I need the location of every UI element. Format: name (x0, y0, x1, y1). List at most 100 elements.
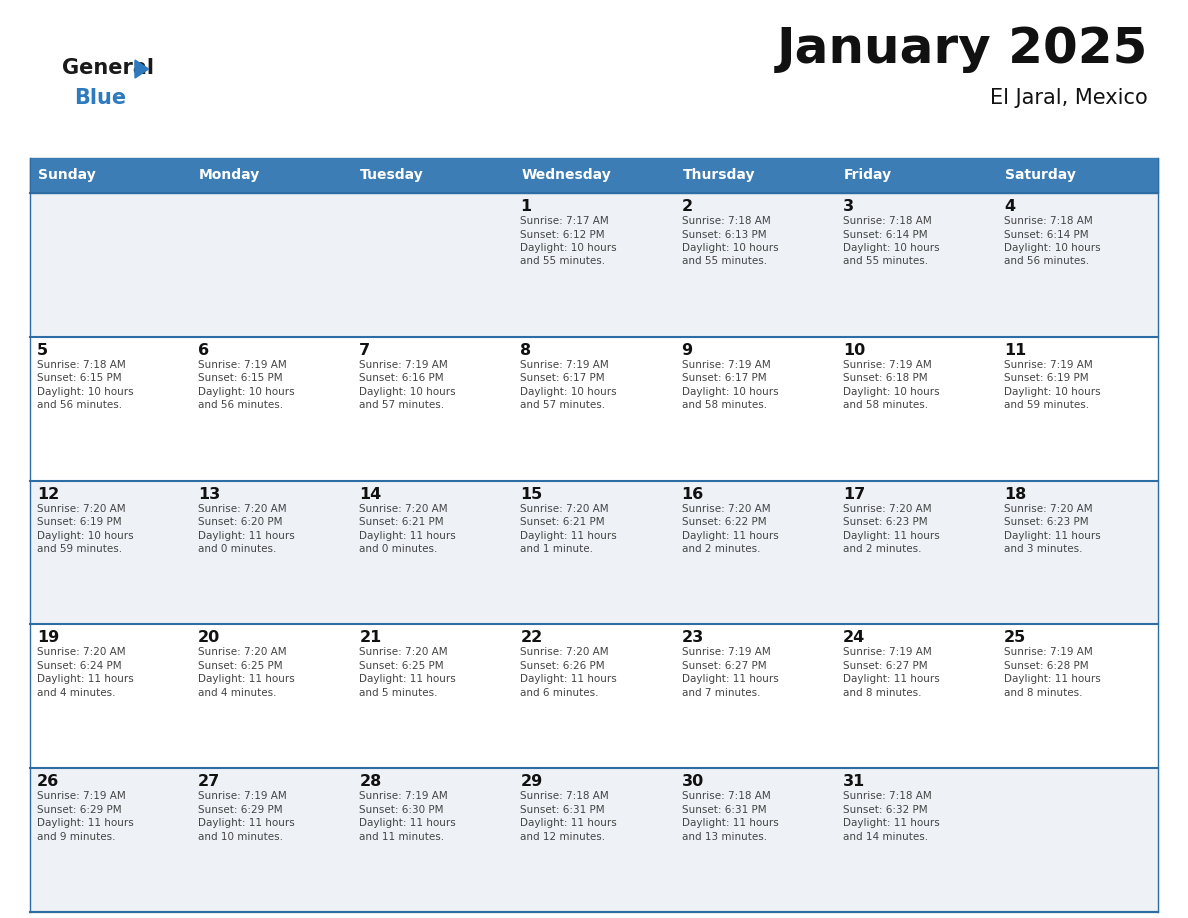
Text: and 55 minutes.: and 55 minutes. (520, 256, 606, 266)
Text: Sunset: 6:15 PM: Sunset: 6:15 PM (198, 374, 283, 384)
Text: Sunrise: 7:20 AM: Sunrise: 7:20 AM (520, 504, 609, 513)
Text: and 4 minutes.: and 4 minutes. (37, 688, 115, 698)
Text: Daylight: 11 hours: Daylight: 11 hours (520, 531, 618, 541)
Text: Sunset: 6:31 PM: Sunset: 6:31 PM (682, 805, 766, 814)
Text: and 3 minutes.: and 3 minutes. (1004, 544, 1082, 554)
Text: Daylight: 10 hours: Daylight: 10 hours (1004, 386, 1100, 397)
Text: Daylight: 11 hours: Daylight: 11 hours (359, 818, 456, 828)
Text: Sunday: Sunday (38, 169, 96, 183)
Text: Daylight: 11 hours: Daylight: 11 hours (682, 675, 778, 685)
Text: Sunset: 6:12 PM: Sunset: 6:12 PM (520, 230, 605, 240)
Text: Sunset: 6:25 PM: Sunset: 6:25 PM (198, 661, 283, 671)
Text: Sunrise: 7:19 AM: Sunrise: 7:19 AM (198, 791, 286, 801)
Text: Sunset: 6:19 PM: Sunset: 6:19 PM (37, 517, 121, 527)
Text: Daylight: 11 hours: Daylight: 11 hours (1004, 675, 1100, 685)
Text: Sunrise: 7:19 AM: Sunrise: 7:19 AM (198, 360, 286, 370)
Polygon shape (135, 60, 148, 78)
Text: Sunset: 6:23 PM: Sunset: 6:23 PM (1004, 517, 1088, 527)
Text: 2: 2 (682, 199, 693, 214)
Text: 19: 19 (37, 631, 59, 645)
Text: Sunrise: 7:19 AM: Sunrise: 7:19 AM (359, 360, 448, 370)
Text: General: General (62, 58, 154, 78)
Text: 4: 4 (1004, 199, 1015, 214)
Text: 12: 12 (37, 487, 59, 501)
Text: and 55 minutes.: and 55 minutes. (682, 256, 766, 266)
Text: Sunrise: 7:19 AM: Sunrise: 7:19 AM (359, 791, 448, 801)
Text: Daylight: 10 hours: Daylight: 10 hours (682, 386, 778, 397)
Text: and 56 minutes.: and 56 minutes. (198, 400, 283, 410)
Text: Sunset: 6:27 PM: Sunset: 6:27 PM (842, 661, 928, 671)
Text: 23: 23 (682, 631, 703, 645)
Text: Sunset: 6:20 PM: Sunset: 6:20 PM (198, 517, 283, 527)
Text: 29: 29 (520, 774, 543, 789)
Text: Sunset: 6:19 PM: Sunset: 6:19 PM (1004, 374, 1088, 384)
Text: Sunrise: 7:18 AM: Sunrise: 7:18 AM (37, 360, 126, 370)
Text: Daylight: 11 hours: Daylight: 11 hours (359, 675, 456, 685)
Text: Sunrise: 7:18 AM: Sunrise: 7:18 AM (520, 791, 609, 801)
Text: 15: 15 (520, 487, 543, 501)
Text: Daylight: 11 hours: Daylight: 11 hours (198, 531, 295, 541)
Text: Daylight: 11 hours: Daylight: 11 hours (842, 675, 940, 685)
Text: 13: 13 (198, 487, 221, 501)
Text: 27: 27 (198, 774, 221, 789)
Text: and 11 minutes.: and 11 minutes. (359, 832, 444, 842)
Bar (30, 193, 1158, 337)
Text: 20: 20 (198, 631, 221, 645)
Text: January 2025: January 2025 (777, 25, 1148, 73)
Text: Sunrise: 7:18 AM: Sunrise: 7:18 AM (1004, 216, 1093, 226)
Text: Sunset: 6:27 PM: Sunset: 6:27 PM (682, 661, 766, 671)
Text: Sunrise: 7:19 AM: Sunrise: 7:19 AM (1004, 360, 1093, 370)
Text: and 56 minutes.: and 56 minutes. (37, 400, 122, 410)
Text: Daylight: 10 hours: Daylight: 10 hours (1004, 243, 1100, 253)
Text: Sunset: 6:23 PM: Sunset: 6:23 PM (842, 517, 928, 527)
Text: 1: 1 (520, 199, 531, 214)
Text: Sunrise: 7:19 AM: Sunrise: 7:19 AM (37, 791, 126, 801)
Text: Sunset: 6:28 PM: Sunset: 6:28 PM (1004, 661, 1088, 671)
Text: Sunset: 6:24 PM: Sunset: 6:24 PM (37, 661, 121, 671)
Text: Saturday: Saturday (1005, 169, 1075, 183)
Text: Sunset: 6:29 PM: Sunset: 6:29 PM (37, 805, 121, 814)
Text: Monday: Monday (200, 169, 260, 183)
Text: 14: 14 (359, 487, 381, 501)
Text: Daylight: 11 hours: Daylight: 11 hours (682, 818, 778, 828)
Text: Sunrise: 7:19 AM: Sunrise: 7:19 AM (1004, 647, 1093, 657)
Bar (30, 768, 1158, 912)
Text: Sunrise: 7:19 AM: Sunrise: 7:19 AM (682, 360, 770, 370)
Text: Sunrise: 7:20 AM: Sunrise: 7:20 AM (520, 647, 609, 657)
Text: Daylight: 10 hours: Daylight: 10 hours (359, 386, 456, 397)
Text: and 57 minutes.: and 57 minutes. (520, 400, 606, 410)
Text: 31: 31 (842, 774, 865, 789)
Text: 26: 26 (37, 774, 59, 789)
Text: Sunset: 6:21 PM: Sunset: 6:21 PM (359, 517, 444, 527)
Text: and 13 minutes.: and 13 minutes. (682, 832, 766, 842)
Text: Sunrise: 7:18 AM: Sunrise: 7:18 AM (682, 216, 770, 226)
Text: Friday: Friday (843, 169, 892, 183)
Bar (30, 158, 1158, 193)
Text: Sunrise: 7:19 AM: Sunrise: 7:19 AM (520, 360, 609, 370)
Text: 6: 6 (198, 342, 209, 358)
Text: Sunset: 6:21 PM: Sunset: 6:21 PM (520, 517, 605, 527)
Text: Thursday: Thursday (683, 169, 756, 183)
Text: and 8 minutes.: and 8 minutes. (842, 688, 921, 698)
Text: Daylight: 11 hours: Daylight: 11 hours (359, 531, 456, 541)
Bar (30, 624, 1158, 768)
Text: Sunrise: 7:19 AM: Sunrise: 7:19 AM (682, 647, 770, 657)
Text: Daylight: 10 hours: Daylight: 10 hours (682, 243, 778, 253)
Text: and 2 minutes.: and 2 minutes. (682, 544, 760, 554)
Text: Sunrise: 7:19 AM: Sunrise: 7:19 AM (842, 360, 931, 370)
Text: Blue: Blue (74, 88, 126, 108)
Text: Daylight: 10 hours: Daylight: 10 hours (198, 386, 295, 397)
Text: Sunrise: 7:20 AM: Sunrise: 7:20 AM (359, 504, 448, 513)
Text: Daylight: 10 hours: Daylight: 10 hours (520, 243, 617, 253)
Text: Daylight: 10 hours: Daylight: 10 hours (37, 531, 133, 541)
Text: Sunrise: 7:18 AM: Sunrise: 7:18 AM (842, 216, 931, 226)
Text: Sunset: 6:17 PM: Sunset: 6:17 PM (682, 374, 766, 384)
Text: and 6 minutes.: and 6 minutes. (520, 688, 599, 698)
Text: Sunrise: 7:18 AM: Sunrise: 7:18 AM (842, 791, 931, 801)
Text: 5: 5 (37, 342, 49, 358)
Text: Sunrise: 7:20 AM: Sunrise: 7:20 AM (37, 647, 126, 657)
Text: and 14 minutes.: and 14 minutes. (842, 832, 928, 842)
Text: Sunset: 6:15 PM: Sunset: 6:15 PM (37, 374, 121, 384)
Text: Sunset: 6:25 PM: Sunset: 6:25 PM (359, 661, 444, 671)
Text: and 56 minutes.: and 56 minutes. (1004, 256, 1089, 266)
